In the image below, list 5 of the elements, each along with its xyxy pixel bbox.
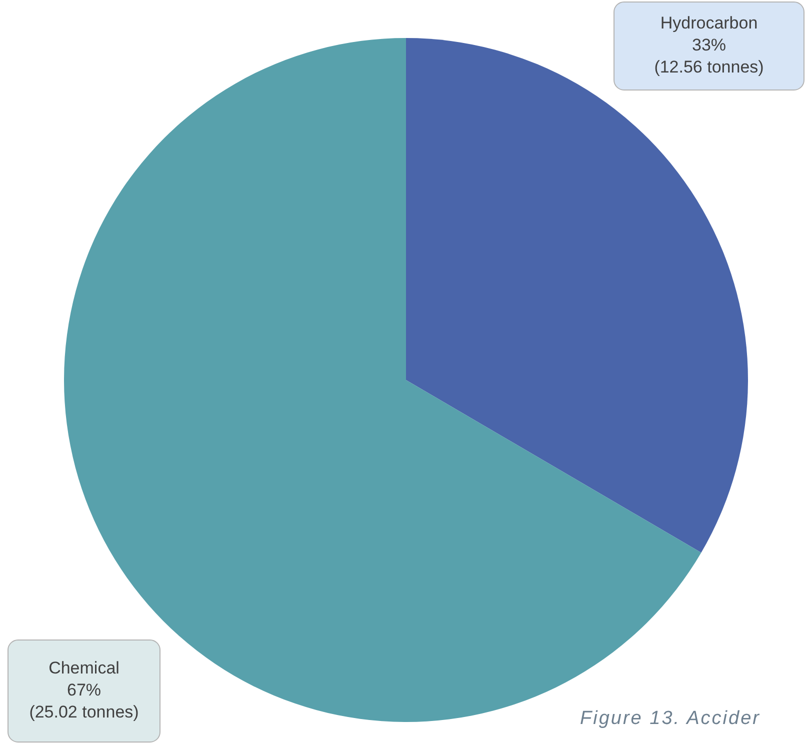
slice-label: Chemical bbox=[48, 658, 120, 678]
data-label: 33% (12.56 tonnes) bbox=[654, 36, 764, 77]
slice-label: Hydrocarbon bbox=[660, 14, 758, 33]
data-label: 67% (25.02 tonnes) bbox=[29, 680, 139, 722]
caption: Figure 13. Accider bbox=[580, 708, 760, 730]
